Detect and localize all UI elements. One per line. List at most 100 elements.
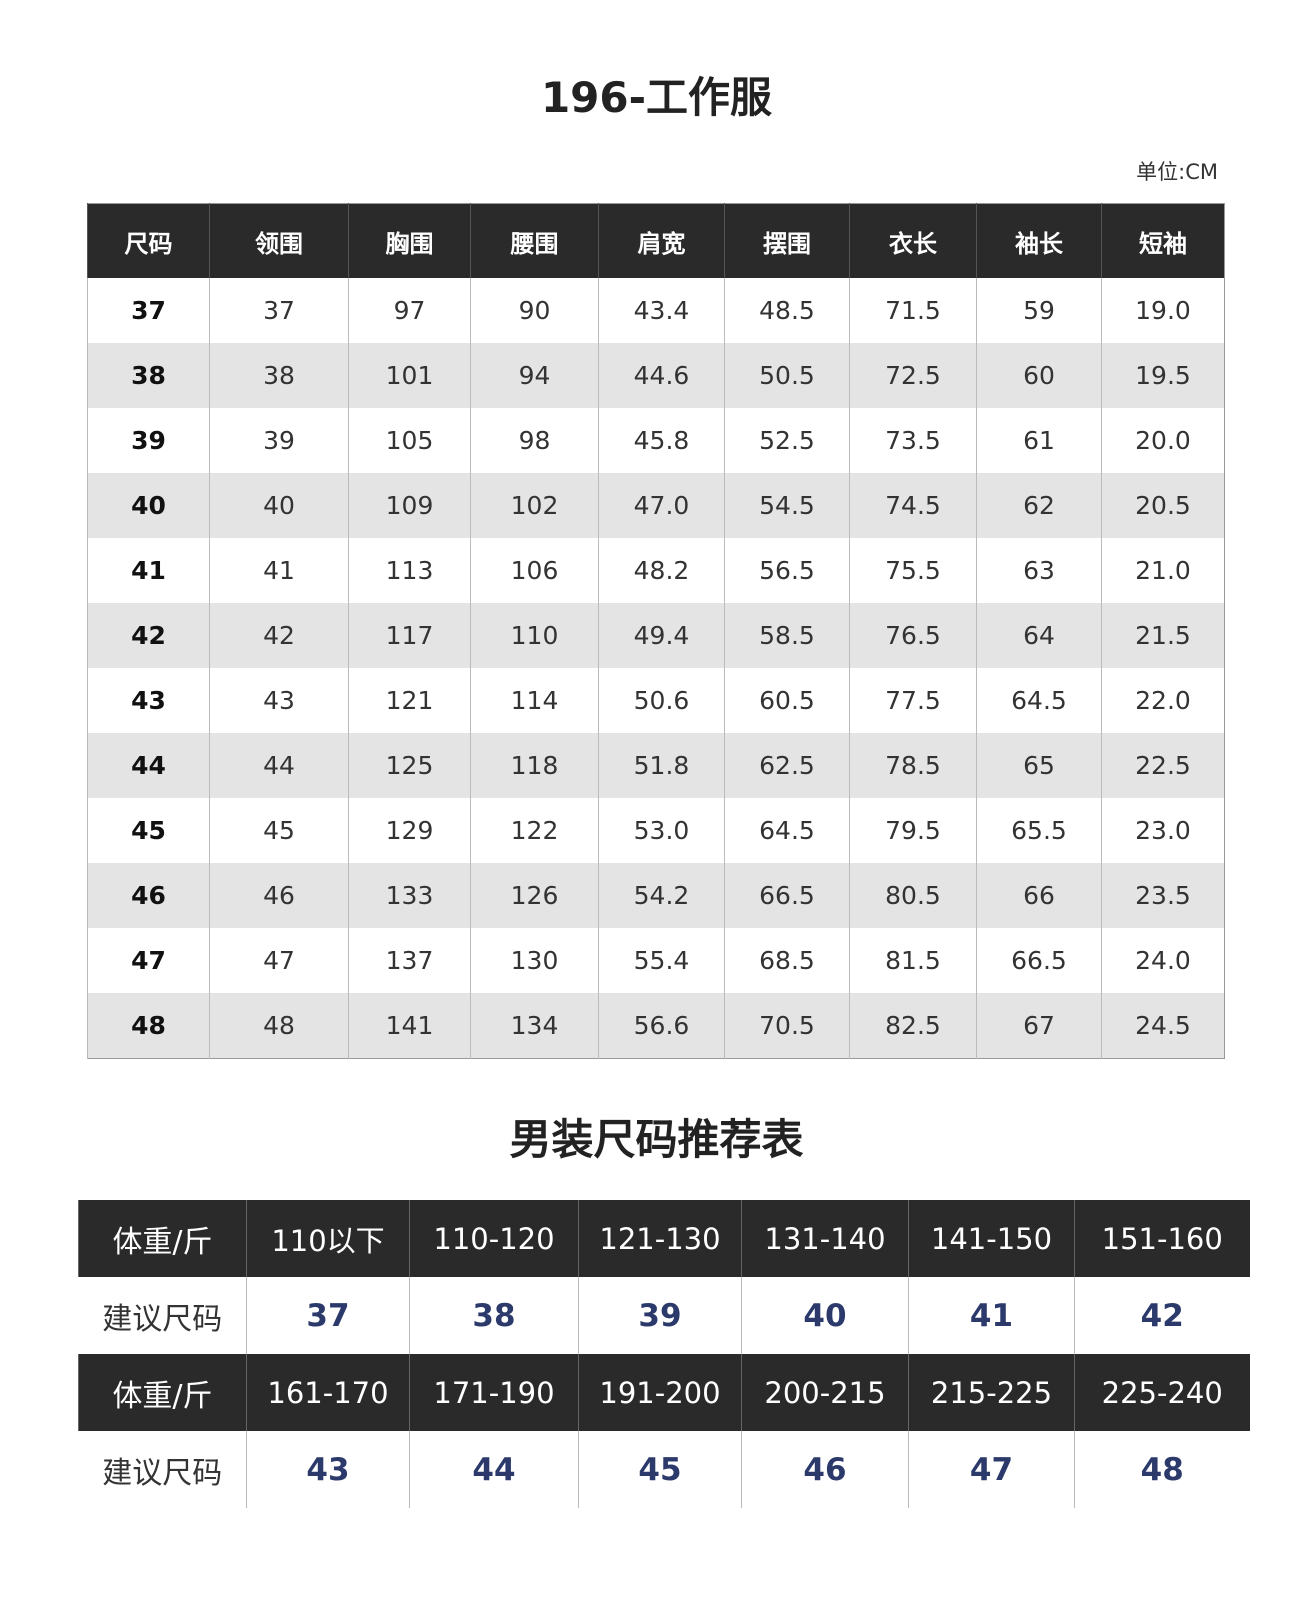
measurement-cell: 66.5 [724,863,850,928]
measurement-cell: 52.5 [724,408,850,473]
measurement-cell: 64.5 [724,798,850,863]
weight-range-cell: 215-225 [908,1354,1075,1431]
size-cell: 42 [87,603,210,668]
measurement-cell: 24.5 [1101,993,1225,1059]
measurement-cell: 37 [209,278,349,343]
column-header: 肩宽 [598,203,725,278]
size-cell: 45 [87,798,210,863]
table-row: 46 46 133 126 54.2 66.5 80.5 66 23.5 [87,863,1225,928]
measurement-cell: 43 [209,668,349,733]
measurement-cell: 48.5 [724,278,850,343]
measurement-cell: 53.0 [598,798,725,863]
weight-range-cell: 161-170 [246,1354,410,1431]
measurement-cell: 22.0 [1101,668,1225,733]
measurement-cell: 65.5 [976,798,1102,863]
measurement-cell: 47.0 [598,473,725,538]
column-header: 袖长 [976,203,1102,278]
measurement-cell: 40 [209,473,349,538]
measurement-cell: 48.2 [598,538,725,603]
size-cell: 38 [87,343,210,408]
table-row: 48 48 141 134 56.6 70.5 82.5 67 24.5 [87,993,1225,1059]
size-row: 建议尺码 43 44 45 46 47 48 [78,1431,1250,1508]
measurement-cell: 113 [348,538,471,603]
measurement-cell: 44 [209,733,349,798]
size-cell: 37 [87,278,210,343]
recommended-size-cell: 46 [741,1431,909,1508]
weight-range-cell: 110-120 [409,1200,579,1277]
measurement-cell: 109 [348,473,471,538]
measurement-cell: 44.6 [598,343,725,408]
table-header-row: 尺码 领围 胸围 腰围 肩宽 摆围 衣长 袖长 短袖 [87,203,1225,278]
measurement-cell: 19.0 [1101,278,1225,343]
measurement-cell: 76.5 [849,603,977,668]
recommended-size-cell: 37 [246,1277,410,1354]
measurement-cell: 114 [470,668,599,733]
measurement-cell: 70.5 [724,993,850,1059]
measurement-cell: 137 [348,928,471,993]
measurement-cell: 72.5 [849,343,977,408]
table-row: 43 43 121 114 50.6 60.5 77.5 64.5 22.0 [87,668,1225,733]
measurement-cell: 90 [470,278,599,343]
measurement-cell: 38 [209,343,349,408]
measurement-cell: 82.5 [849,993,977,1059]
measurement-cell: 50.5 [724,343,850,408]
measurement-cell: 106 [470,538,599,603]
measurement-cell: 43.4 [598,278,725,343]
size-row: 建议尺码 37 38 39 40 41 42 [78,1277,1250,1354]
recommended-size-cell: 47 [908,1431,1075,1508]
size-cell: 46 [87,863,210,928]
weight-row: 体重/斤 110以下 110-120 121-130 131-140 141-150 151… [78,1200,1250,1277]
measurement-cell: 64.5 [976,668,1102,733]
column-header: 胸围 [348,203,471,278]
measurement-cell: 134 [470,993,599,1059]
table-row: 37 37 97 90 43.4 48.5 71.5 59 19.0 [87,278,1225,343]
measurement-cell: 133 [348,863,471,928]
table-row: 45 45 129 122 53.0 64.5 79.5 65.5 23.0 [87,798,1225,863]
measurement-cell: 97 [348,278,471,343]
unit-label: 单位:CM [1136,160,1218,184]
weight-range-cell: 121-130 [578,1200,742,1277]
size-chart-table: 尺码 领围 胸围 腰围 肩宽 摆围 衣长 袖长 短袖 37 37 97 90 43.4 48.5 71.5 5… [87,203,1225,1059]
measurement-cell: 66 [976,863,1102,928]
measurement-cell: 75.5 [849,538,977,603]
measurement-cell: 49.4 [598,603,725,668]
weight-label: 体重/斤 [78,1200,247,1277]
measurement-cell: 125 [348,733,471,798]
measurement-cell: 65 [976,733,1102,798]
measurement-cell: 21.5 [1101,603,1225,668]
measurement-cell: 39 [209,408,349,473]
measurement-cell: 64 [976,603,1102,668]
weight-range-cell: 191-200 [578,1354,742,1431]
measurement-cell: 117 [348,603,471,668]
measurement-cell: 42 [209,603,349,668]
size-cell: 40 [87,473,210,538]
measurement-cell: 121 [348,668,471,733]
size-label: 建议尺码 [78,1277,247,1354]
weight-range-cell: 171-190 [409,1354,579,1431]
size-cell: 48 [87,993,210,1059]
size-cell: 47 [87,928,210,993]
size-cell: 39 [87,408,210,473]
recommended-size-cell: 41 [908,1277,1075,1354]
weight-range-cell: 110以下 [246,1200,410,1277]
measurement-cell: 23.0 [1101,798,1225,863]
measurement-cell: 21.0 [1101,538,1225,603]
recommended-size-cell: 45 [578,1431,742,1508]
measurement-cell: 81.5 [849,928,977,993]
weight-range-cell: 200-215 [741,1354,909,1431]
measurement-cell: 68.5 [724,928,850,993]
measurement-cell: 61 [976,408,1102,473]
measurement-cell: 78.5 [849,733,977,798]
column-header: 领围 [209,203,349,278]
measurement-cell: 105 [348,408,471,473]
measurement-cell: 58.5 [724,603,850,668]
measurement-cell: 46 [209,863,349,928]
size-cell: 43 [87,668,210,733]
measurement-cell: 98 [470,408,599,473]
measurement-cell: 54.2 [598,863,725,928]
measurement-cell: 24.0 [1101,928,1225,993]
measurement-cell: 62.5 [724,733,850,798]
table-row: 39 39 105 98 45.8 52.5 73.5 61 20.0 [87,408,1225,473]
measurement-cell: 23.5 [1101,863,1225,928]
measurement-cell: 129 [348,798,471,863]
